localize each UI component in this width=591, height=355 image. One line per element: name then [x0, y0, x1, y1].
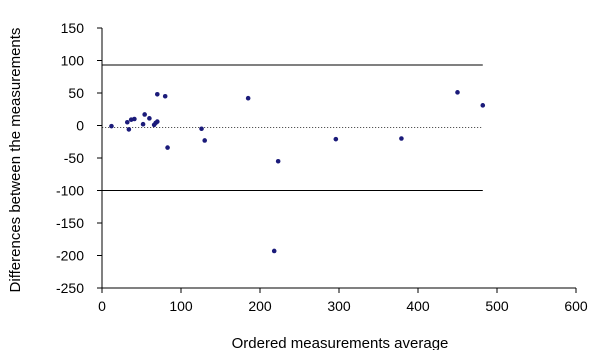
y-tick-label: 100: [61, 53, 85, 69]
y-tick-label: 50: [68, 85, 84, 101]
data-point: [480, 103, 486, 108]
data-point: [202, 138, 207, 143]
y-tick-label: -200: [56, 248, 84, 264]
data-point: [275, 158, 281, 164]
data-point: [147, 116, 152, 121]
data-point: [162, 93, 168, 99]
x-tick-label: 200: [248, 298, 272, 314]
x-tick-label: 100: [169, 298, 193, 314]
x-axis-title: Ordered measurements average: [232, 335, 449, 350]
data-point: [140, 121, 146, 127]
data-point: [124, 119, 130, 125]
x-tick-label: 400: [406, 298, 430, 314]
data-point: [165, 145, 170, 150]
y-tick-label: -150: [56, 215, 84, 231]
data-point: [271, 248, 277, 254]
data-point: [455, 90, 460, 95]
y-tick-label: 150: [61, 20, 85, 36]
data-point: [155, 119, 160, 124]
data-point: [109, 123, 114, 129]
x-tick-label: 0: [98, 298, 106, 314]
reference-lines: [102, 64, 483, 191]
data-point: [333, 136, 339, 142]
data-point: [126, 127, 132, 132]
data-point: [155, 92, 160, 97]
data-point: [142, 112, 147, 117]
data-points: [109, 90, 486, 254]
x-tick-label: 600: [564, 298, 588, 314]
x-tick-label: 300: [327, 298, 351, 314]
data-point: [199, 126, 204, 132]
y-tick-label: -250: [56, 280, 84, 296]
data-point: [132, 116, 137, 122]
data-point: [245, 95, 251, 101]
y-tick-label: 0: [76, 118, 84, 134]
y-tick-label: -100: [56, 183, 84, 199]
y-tick-label: -50: [64, 150, 84, 166]
data-point: [399, 136, 404, 141]
x-tick-label: 500: [485, 298, 509, 314]
y-axis-title: Differences between the measurements: [7, 28, 24, 293]
